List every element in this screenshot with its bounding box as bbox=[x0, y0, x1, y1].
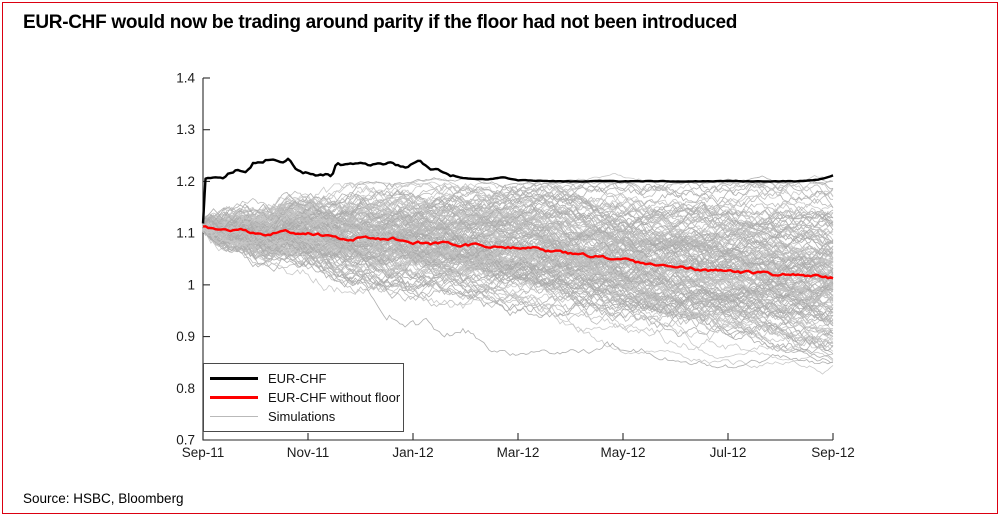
y-tick-label: 0.8 bbox=[176, 381, 195, 396]
legend-line-sample-red bbox=[210, 396, 258, 399]
series-eur-chf bbox=[201, 157, 834, 224]
chart-area: 0.7 0.8 0.9 1 1.1 1.2 1.3 1.4 Sep-11 Nov-11 Jan-12… bbox=[3, 3, 997, 513]
legend-line-sample-gray bbox=[210, 416, 258, 417]
x-tick-label: Nov-11 bbox=[287, 445, 330, 460]
legend-label: EUR-CHF without floor bbox=[268, 390, 401, 405]
y-tick-label: 1.4 bbox=[176, 71, 195, 86]
series-eur-chf-without-floor bbox=[202, 225, 834, 280]
x-tick-label: Jan-12 bbox=[392, 445, 433, 460]
x-tick-label: Jul-12 bbox=[710, 445, 747, 460]
y-tick-label: 1 bbox=[187, 277, 195, 292]
chart-canvas: 0.7 0.8 0.9 1 1.1 1.2 1.3 1.4 Sep-11 Nov-11 Jan-12… bbox=[176, 71, 855, 461]
x-tick-label: May-12 bbox=[600, 445, 645, 460]
simulation-paths bbox=[202, 172, 834, 375]
y-tick-label: 1.2 bbox=[176, 174, 195, 189]
x-axis: Sep-11 Nov-11 Jan-12 Mar-12 May-12 Jul-12 Sep-… bbox=[182, 433, 855, 460]
y-tick-label: 1.1 bbox=[176, 226, 195, 241]
x-tick-label: Sep-11 bbox=[182, 445, 225, 460]
y-tick-label: 1.3 bbox=[176, 122, 195, 137]
x-tick-label: Mar-12 bbox=[497, 445, 540, 460]
legend-item-eur-chf-without-floor: EUR-CHF without floor bbox=[210, 390, 400, 405]
legend-label: EUR-CHF bbox=[268, 371, 327, 386]
x-tick-label: Sep-12 bbox=[811, 445, 855, 460]
y-tick-label: 0.7 bbox=[176, 433, 195, 448]
y-tick-label: 0.9 bbox=[176, 329, 195, 344]
legend-line-sample-black bbox=[210, 377, 258, 380]
chart-title: EUR-CHF would now be trading around pari… bbox=[23, 12, 738, 33]
legend-label: Simulations bbox=[268, 409, 336, 424]
chart-legend: EUR-CHF EUR-CHF without floor Simulation… bbox=[203, 363, 404, 432]
legend-item-eur-chf: EUR-CHF bbox=[210, 371, 395, 386]
legend-item-simulations: Simulations bbox=[210, 409, 395, 424]
source-note: Source: HSBC, Bloomberg bbox=[23, 491, 184, 506]
